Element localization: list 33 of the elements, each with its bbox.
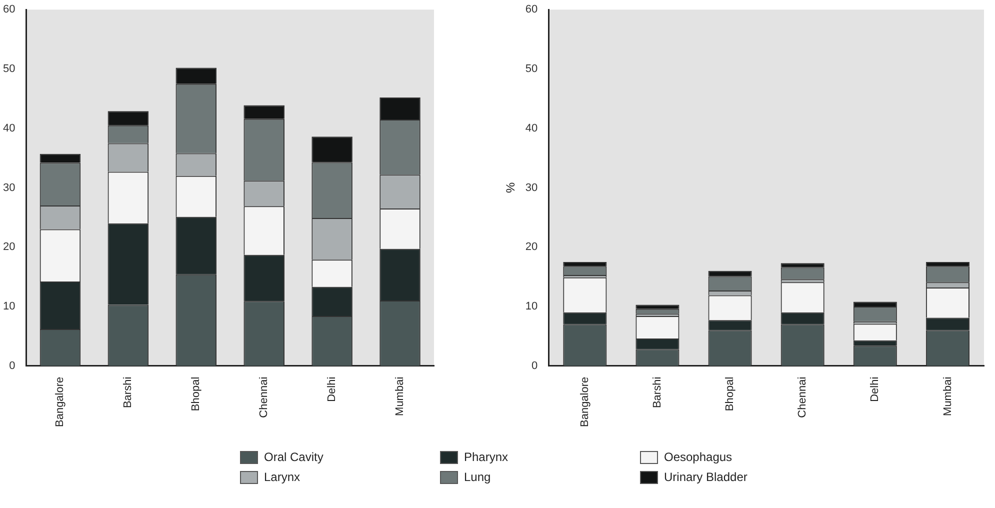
y-tick-label: 50 (2, 63, 16, 76)
y-tick-label: 0 (9, 360, 16, 372)
x-tick-label: Delhi (869, 376, 882, 402)
x-tick-label: Bangalore (578, 376, 591, 428)
y-tick-label: 40 (2, 122, 16, 134)
y-tick-label: 50 (525, 63, 538, 76)
x-tick-label: Bhopal (190, 376, 202, 412)
y-tick-label: 0 (532, 360, 538, 372)
x-tick-label: Delhi (326, 376, 338, 402)
legend-label: Oesophagus (664, 450, 732, 464)
y-tick-label: 30 (2, 182, 16, 194)
legend-label: Oral Cavity (264, 450, 324, 464)
legend-label: Larynx (264, 470, 300, 484)
y-tick-label: 20 (2, 241, 16, 254)
y-tick-label: 10 (2, 300, 16, 313)
y-tick-label: 40 (525, 122, 538, 134)
y-axis-title: % (504, 182, 518, 194)
y-tick-label: 20 (525, 241, 538, 254)
legend-label: Pharynx (464, 450, 508, 464)
y-tick-label: 30 (525, 182, 538, 194)
x-tick-label: Barshi (122, 376, 134, 408)
x-tick-label: Bangalore (54, 376, 66, 428)
x-tick-label: Chennai (796, 376, 809, 418)
y-tick-label: 60 (525, 4, 538, 16)
legend-label: Lung (464, 470, 491, 484)
y-tick-label: 60 (2, 4, 16, 16)
x-tick-label: Mumbai (394, 376, 406, 416)
x-tick-label: Barshi (652, 376, 664, 408)
x-tick-label: Bhopal (724, 376, 736, 412)
x-tick-label: Mumbai (942, 376, 954, 416)
x-tick-label: Chennai (258, 376, 270, 418)
y-tick-label: 10 (525, 300, 538, 313)
legend-label: Urinary Bladder (664, 470, 748, 484)
